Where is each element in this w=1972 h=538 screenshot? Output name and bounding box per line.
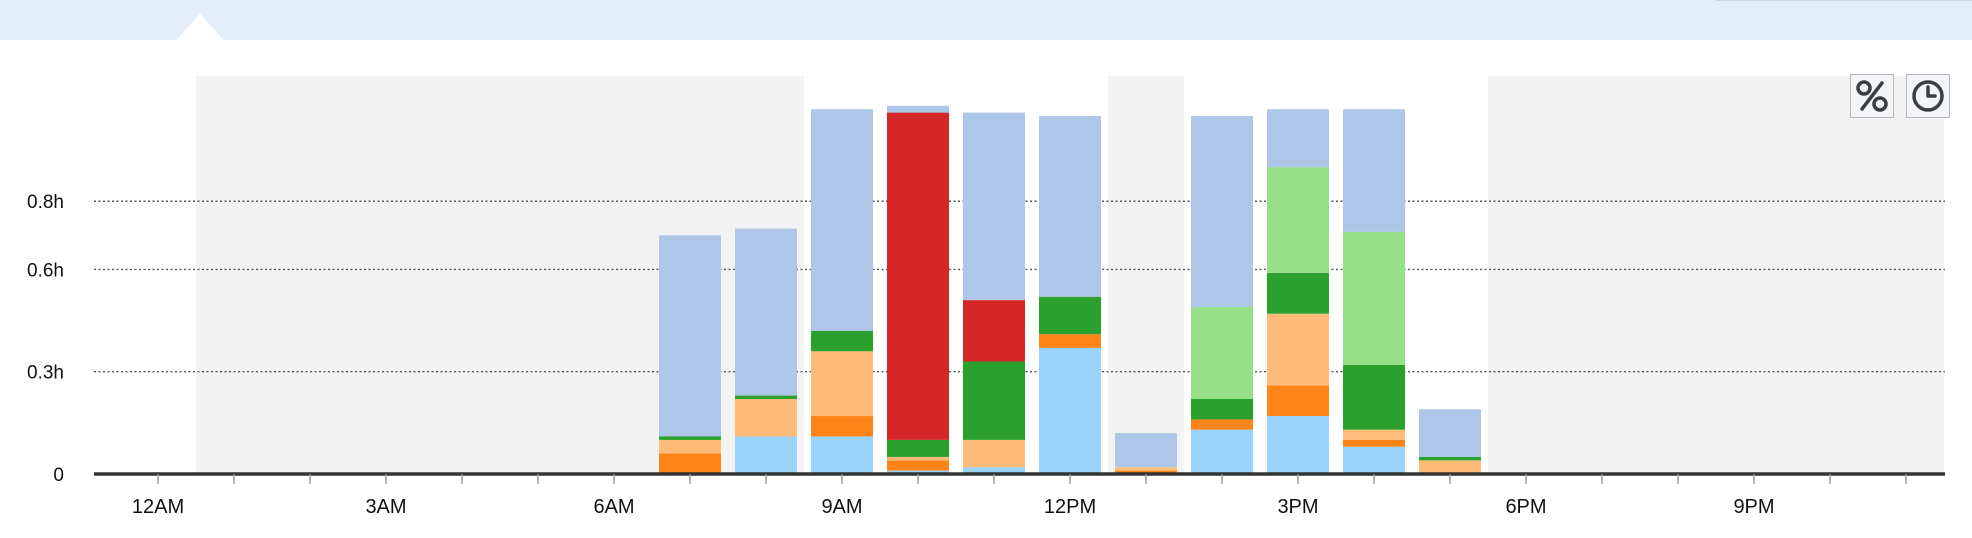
top-bar <box>0 0 1972 40</box>
bar-segment <box>1267 272 1329 314</box>
bar-segment <box>887 456 949 461</box>
bar-segment <box>1343 429 1405 440</box>
bar-segment <box>735 228 797 396</box>
bar-segment <box>811 109 873 331</box>
hourly-stacked-bar-chart: 0 0.3h 0.6h 0.8h 12AM 3AM 6AM 9AM 12PM 3PM 6PM 9PM <box>27 76 1945 518</box>
bar-segment <box>1343 364 1405 430</box>
tab-pointer <box>176 14 224 40</box>
bar-segment <box>659 453 721 474</box>
clock-icon <box>1912 80 1944 112</box>
bar-segment <box>1191 116 1253 307</box>
y-tick-label: 0.8h <box>27 192 64 213</box>
bar-segment <box>659 439 721 454</box>
bar-segment <box>887 112 949 440</box>
bar-segment <box>1115 467 1177 471</box>
y-tick-label: 0 <box>53 465 64 486</box>
bar-segment <box>1115 433 1177 468</box>
x-tick-label: 3AM <box>365 496 406 518</box>
bar-segment <box>963 439 1025 468</box>
bar-segment <box>1191 398 1253 420</box>
bar-segment <box>1343 109 1405 232</box>
x-tick-label: 6PM <box>1505 496 1546 518</box>
shaded-region <box>1488 76 1944 474</box>
bar-segment <box>1039 116 1101 297</box>
bar-segment <box>811 436 873 474</box>
bar-segment <box>1267 385 1329 417</box>
shaded-region <box>1108 76 1184 474</box>
percent-icon <box>1856 80 1888 112</box>
bar-segment <box>963 361 1025 440</box>
bar-segment <box>1191 306 1253 399</box>
bar-segment <box>1343 231 1405 365</box>
bar-segment <box>735 395 797 399</box>
bar-segment <box>1419 456 1481 461</box>
bar-segment <box>1267 416 1329 474</box>
bar-segment <box>1191 429 1253 474</box>
time-toggle-button[interactable] <box>1906 74 1950 118</box>
tab-edge <box>1716 0 1972 1</box>
bar-segment <box>811 416 873 437</box>
y-tick-label: 0.6h <box>27 260 64 281</box>
bar-segment <box>659 436 721 440</box>
bar-segment <box>963 112 1025 301</box>
bar-segment <box>1343 439 1405 447</box>
percent-toggle-button[interactable] <box>1850 74 1894 118</box>
bar-segment <box>1419 460 1481 474</box>
bar-segment <box>1419 409 1481 457</box>
bar-segment <box>1191 419 1253 430</box>
x-tick-label: 9PM <box>1733 496 1774 518</box>
x-tick-label: 6AM <box>593 496 634 518</box>
bar-segment <box>1267 313 1329 386</box>
bar-segment <box>1267 167 1329 273</box>
x-tick-label: 9AM <box>821 496 862 518</box>
x-tick-label: 3PM <box>1277 496 1318 518</box>
x-tick-label: 12PM <box>1044 496 1096 518</box>
bar-segment <box>887 460 949 471</box>
bar-segment <box>963 300 1025 362</box>
bar-segment <box>811 351 873 417</box>
bar-segment <box>887 439 949 457</box>
bar-segment <box>811 330 873 352</box>
bar-segment <box>1267 109 1329 168</box>
bar-segment <box>735 436 797 474</box>
bar-segment <box>887 105 949 113</box>
y-tick-label: 0.3h <box>27 363 64 384</box>
x-tick-label: 12AM <box>132 496 184 518</box>
bar-segment <box>659 235 721 437</box>
bar-segment <box>735 398 797 437</box>
bar-segment <box>1039 347 1101 474</box>
bar-segment <box>1039 296 1101 335</box>
bar-segment <box>1343 446 1405 474</box>
bar-segment <box>963 467 1025 474</box>
bar-segment <box>1039 334 1101 348</box>
